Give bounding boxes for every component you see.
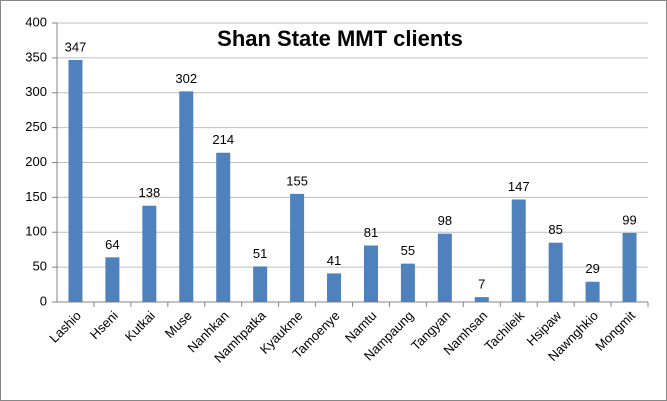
- data-label: 138: [138, 185, 160, 200]
- data-label: 7: [478, 277, 485, 292]
- data-label: 64: [105, 237, 119, 252]
- data-label: 81: [364, 225, 378, 240]
- y-tick-label: 150: [25, 189, 47, 204]
- bar: [290, 193, 305, 302]
- data-label: 214: [212, 132, 234, 147]
- y-tick-label: 100: [25, 224, 47, 239]
- bar: [437, 233, 452, 302]
- bar: [474, 297, 489, 302]
- y-tick-label: 400: [25, 14, 47, 29]
- bar: [68, 59, 83, 302]
- bar: [253, 266, 268, 302]
- data-label: 29: [585, 261, 599, 276]
- data-label: 347: [65, 39, 87, 54]
- y-tick-label: 250: [25, 119, 47, 134]
- bar: [548, 242, 563, 302]
- y-tick-label: 50: [33, 259, 47, 274]
- data-label: 155: [286, 173, 308, 188]
- data-label: 51: [253, 246, 267, 261]
- bar: [142, 205, 157, 302]
- bar: [105, 257, 120, 302]
- bar: [363, 245, 378, 302]
- bar: [179, 91, 194, 302]
- data-label: 302: [175, 71, 197, 86]
- y-tick-label: 300: [25, 84, 47, 99]
- bar: [622, 232, 637, 302]
- bar: [585, 281, 600, 302]
- bar: [216, 152, 231, 302]
- y-tick-label: 200: [25, 154, 47, 169]
- bar: [327, 273, 342, 302]
- chart-title: Shan State MMT clients: [217, 26, 463, 51]
- y-tick-label: 350: [25, 49, 47, 64]
- data-label: 147: [508, 179, 530, 194]
- bar: [400, 263, 415, 302]
- y-tick-label: 0: [40, 293, 47, 308]
- bar: [511, 199, 526, 302]
- data-label: 41: [327, 253, 341, 268]
- data-label: 99: [622, 212, 636, 227]
- data-label: 85: [548, 222, 562, 237]
- data-label: 55: [401, 243, 415, 258]
- data-label: 98: [438, 213, 452, 228]
